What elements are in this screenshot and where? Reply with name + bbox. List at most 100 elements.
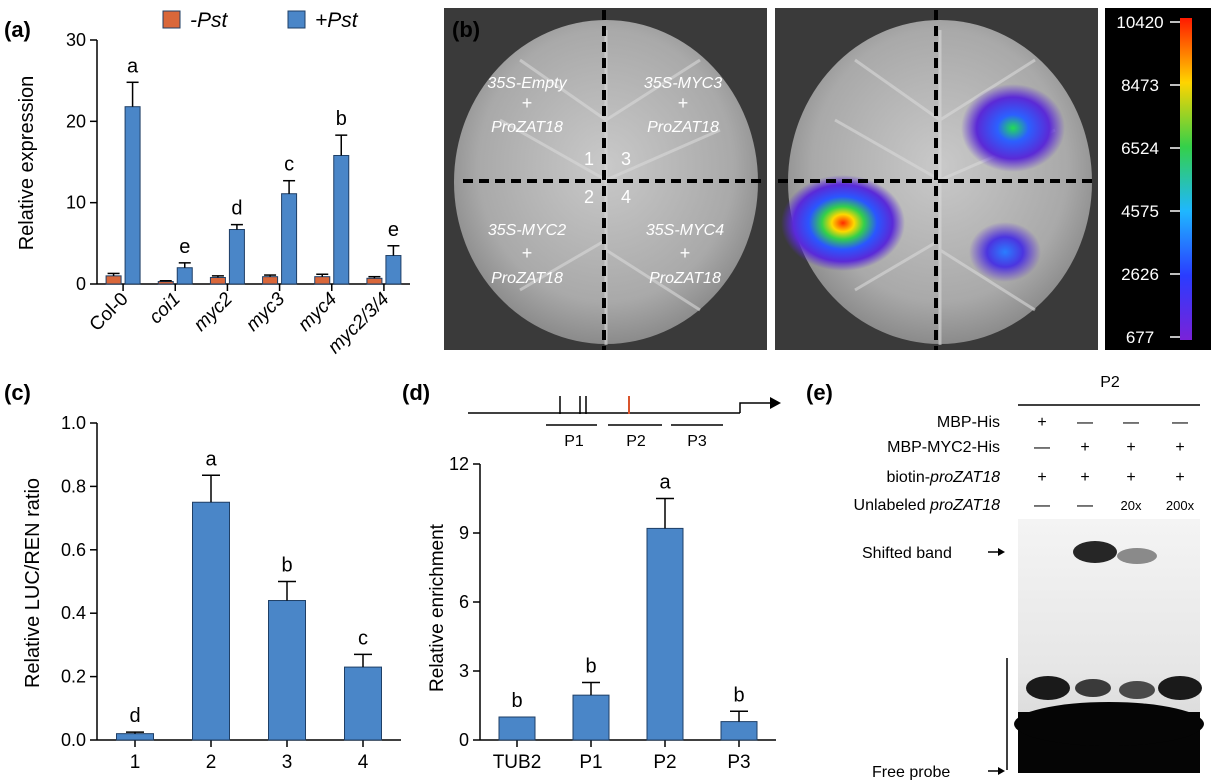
free-probe-band-lane4 <box>1158 676 1202 700</box>
construct-q1-partner: ProZAT18 <box>491 119 563 136</box>
luminescence-spot-q3 <box>961 84 1065 172</box>
panel-c: (c) Relative LUC/REN ratio 0.00.20.40.60… <box>4 380 401 773</box>
x-tick-label: coi1 <box>145 289 184 328</box>
row-label-biotin-italic: proZAT18 <box>929 469 1000 486</box>
significance-letter: a <box>205 448 217 470</box>
y-tick-label: 0 <box>459 730 469 750</box>
x-tick-label: 4 <box>358 752 369 773</box>
free-probe-label: Free probe <box>872 764 950 780</box>
construct-q3-plus: + <box>678 93 689 113</box>
construct-q3-partner: ProZAT18 <box>647 119 719 136</box>
y-tick-label: 20 <box>66 111 86 131</box>
scale-label: 2626 <box>1121 265 1159 284</box>
luminescence-spot-q4 <box>969 222 1041 282</box>
construct-q1-plus: + <box>522 93 533 113</box>
y-tick-label: 3 <box>459 661 469 681</box>
panel-e: (e) P2 MBP-His MBP-MYC2-His biotin-proZA… <box>806 374 1204 780</box>
construct-q4-name: 35S-MYC4 <box>646 222 724 239</box>
panel-a: (a) -Pst +Pst Relative expression 0 10 20 3… <box>4 9 410 358</box>
emsa-cell: + <box>1080 439 1089 456</box>
x-tick-label: 2 <box>206 752 217 773</box>
emsa-cell: + <box>1080 469 1089 486</box>
emsa-cell: 200x <box>1166 498 1195 513</box>
chart-d: 0 3 6 9 12 b TUB2 b P1 a P2 b P3 <box>449 454 776 773</box>
legend-swatch-minus-pst <box>162 10 181 29</box>
bar <box>646 527 684 741</box>
bar <box>228 229 245 285</box>
construct-q2-partner: ProZAT18 <box>491 270 563 287</box>
emsa-cell: — <box>1172 414 1188 431</box>
shifted-band-lane2 <box>1073 541 1117 563</box>
quadrant-number-2: 2 <box>584 187 594 207</box>
construct-q1-name: 35S-Empty <box>487 75 567 92</box>
bar <box>157 281 174 285</box>
y-tick-label: 0 <box>76 274 86 294</box>
y-tick-label: 12 <box>449 454 469 474</box>
bar <box>124 106 141 285</box>
legend-label-plus-pst: +Pst <box>315 9 359 32</box>
luminescence-spot-q2 <box>781 175 905 271</box>
significance-letter: c <box>358 627 368 649</box>
y-tick-label: 0.8 <box>61 476 86 496</box>
bar <box>366 277 383 285</box>
tss-arrowhead <box>770 397 781 409</box>
y-tick-label: 9 <box>459 523 469 543</box>
y-tick-label: 0.2 <box>61 667 86 687</box>
region-p2-label: P2 <box>626 433 646 450</box>
row-label-unlabeled-italic: proZAT18 <box>929 497 1000 514</box>
scale-label: 10420 <box>1116 13 1163 32</box>
scale-label: 4575 <box>1121 202 1159 221</box>
scale-box <box>1105 8 1211 350</box>
x-tick-label: P3 <box>727 752 750 773</box>
significance-letter: b <box>585 656 596 678</box>
shifted-band-label: Shifted band <box>862 545 952 562</box>
legend-a: -Pst +Pst <box>162 9 359 32</box>
significance-letter: d <box>129 705 140 727</box>
significance-letter: b <box>511 690 522 712</box>
bar <box>344 666 382 741</box>
free-probe-blob <box>1014 702 1204 746</box>
legend-label-minus-pst: -Pst <box>190 9 229 32</box>
emsa-cell: — <box>1034 439 1050 456</box>
row-label-biotin-prozat18: biotin-proZAT18 <box>886 469 1000 486</box>
bar <box>281 193 298 285</box>
y-tick-label: 0.6 <box>61 540 86 560</box>
bar <box>262 276 279 285</box>
tss-arrow <box>739 402 770 413</box>
gene-diagram: P1 P2 P3 <box>468 396 781 450</box>
significance-letter: e <box>179 236 190 258</box>
bar <box>333 154 350 285</box>
significance-letter: a <box>127 55 139 77</box>
free-probe-band-lane2 <box>1075 679 1111 697</box>
probe-label: P2 <box>1100 374 1120 391</box>
y-axis-label-c: Relative LUC/REN ratio <box>22 478 44 688</box>
scale-label: 677 <box>1126 328 1154 347</box>
significance-letter: e <box>388 219 399 241</box>
scale-labels: 10420 8473 6524 4575 2626 677 <box>1116 13 1180 347</box>
chart-a: 0102030aCol-0ecoi1dmyc2cmyc3bmyc4emyc2/3… <box>66 30 410 358</box>
bar <box>176 267 193 285</box>
x-tick-label: myc2 <box>190 288 237 335</box>
free-probe-band-lane3 <box>1119 681 1155 699</box>
emsa-cell: 20x <box>1121 498 1142 513</box>
emsa-cell: + <box>1126 439 1135 456</box>
y-tick-label: 6 <box>459 592 469 612</box>
panel-label-a: (a) <box>4 17 31 42</box>
row-label-unlabeled-text: Unlabeled <box>854 497 931 514</box>
y-tick-label: 30 <box>66 30 86 50</box>
shifted-band-arrowhead <box>998 548 1005 556</box>
region-p1-label: P1 <box>564 433 584 450</box>
x-tick-label: P1 <box>579 752 602 773</box>
row-label-mbp-his: MBP-His <box>937 414 1000 431</box>
x-tick-label: 1 <box>130 752 141 773</box>
bar <box>314 276 331 285</box>
bar <box>209 276 226 285</box>
row-label-mbp-myc2-his: MBP-MYC2-His <box>887 439 1000 456</box>
region-p3-label: P3 <box>687 433 707 450</box>
quadrant-number-4: 4 <box>621 187 631 207</box>
x-tick-label: Col-0 <box>86 289 133 336</box>
emsa-cell: — <box>1123 414 1139 431</box>
emsa-cells: + — — — — + + + + + + + — — 20x 200x <box>1034 414 1195 514</box>
scale-label: 8473 <box>1121 76 1159 95</box>
construct-q3-name: 35S-MYC3 <box>644 75 722 92</box>
